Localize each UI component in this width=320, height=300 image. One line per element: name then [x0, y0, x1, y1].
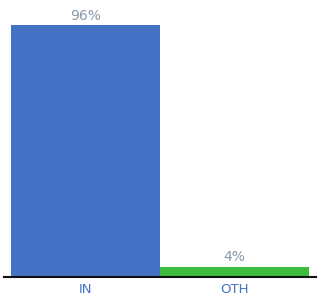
- Text: 4%: 4%: [224, 250, 245, 264]
- Text: 96%: 96%: [70, 8, 101, 22]
- Bar: [11, 25, 160, 277]
- Bar: [160, 267, 309, 277]
